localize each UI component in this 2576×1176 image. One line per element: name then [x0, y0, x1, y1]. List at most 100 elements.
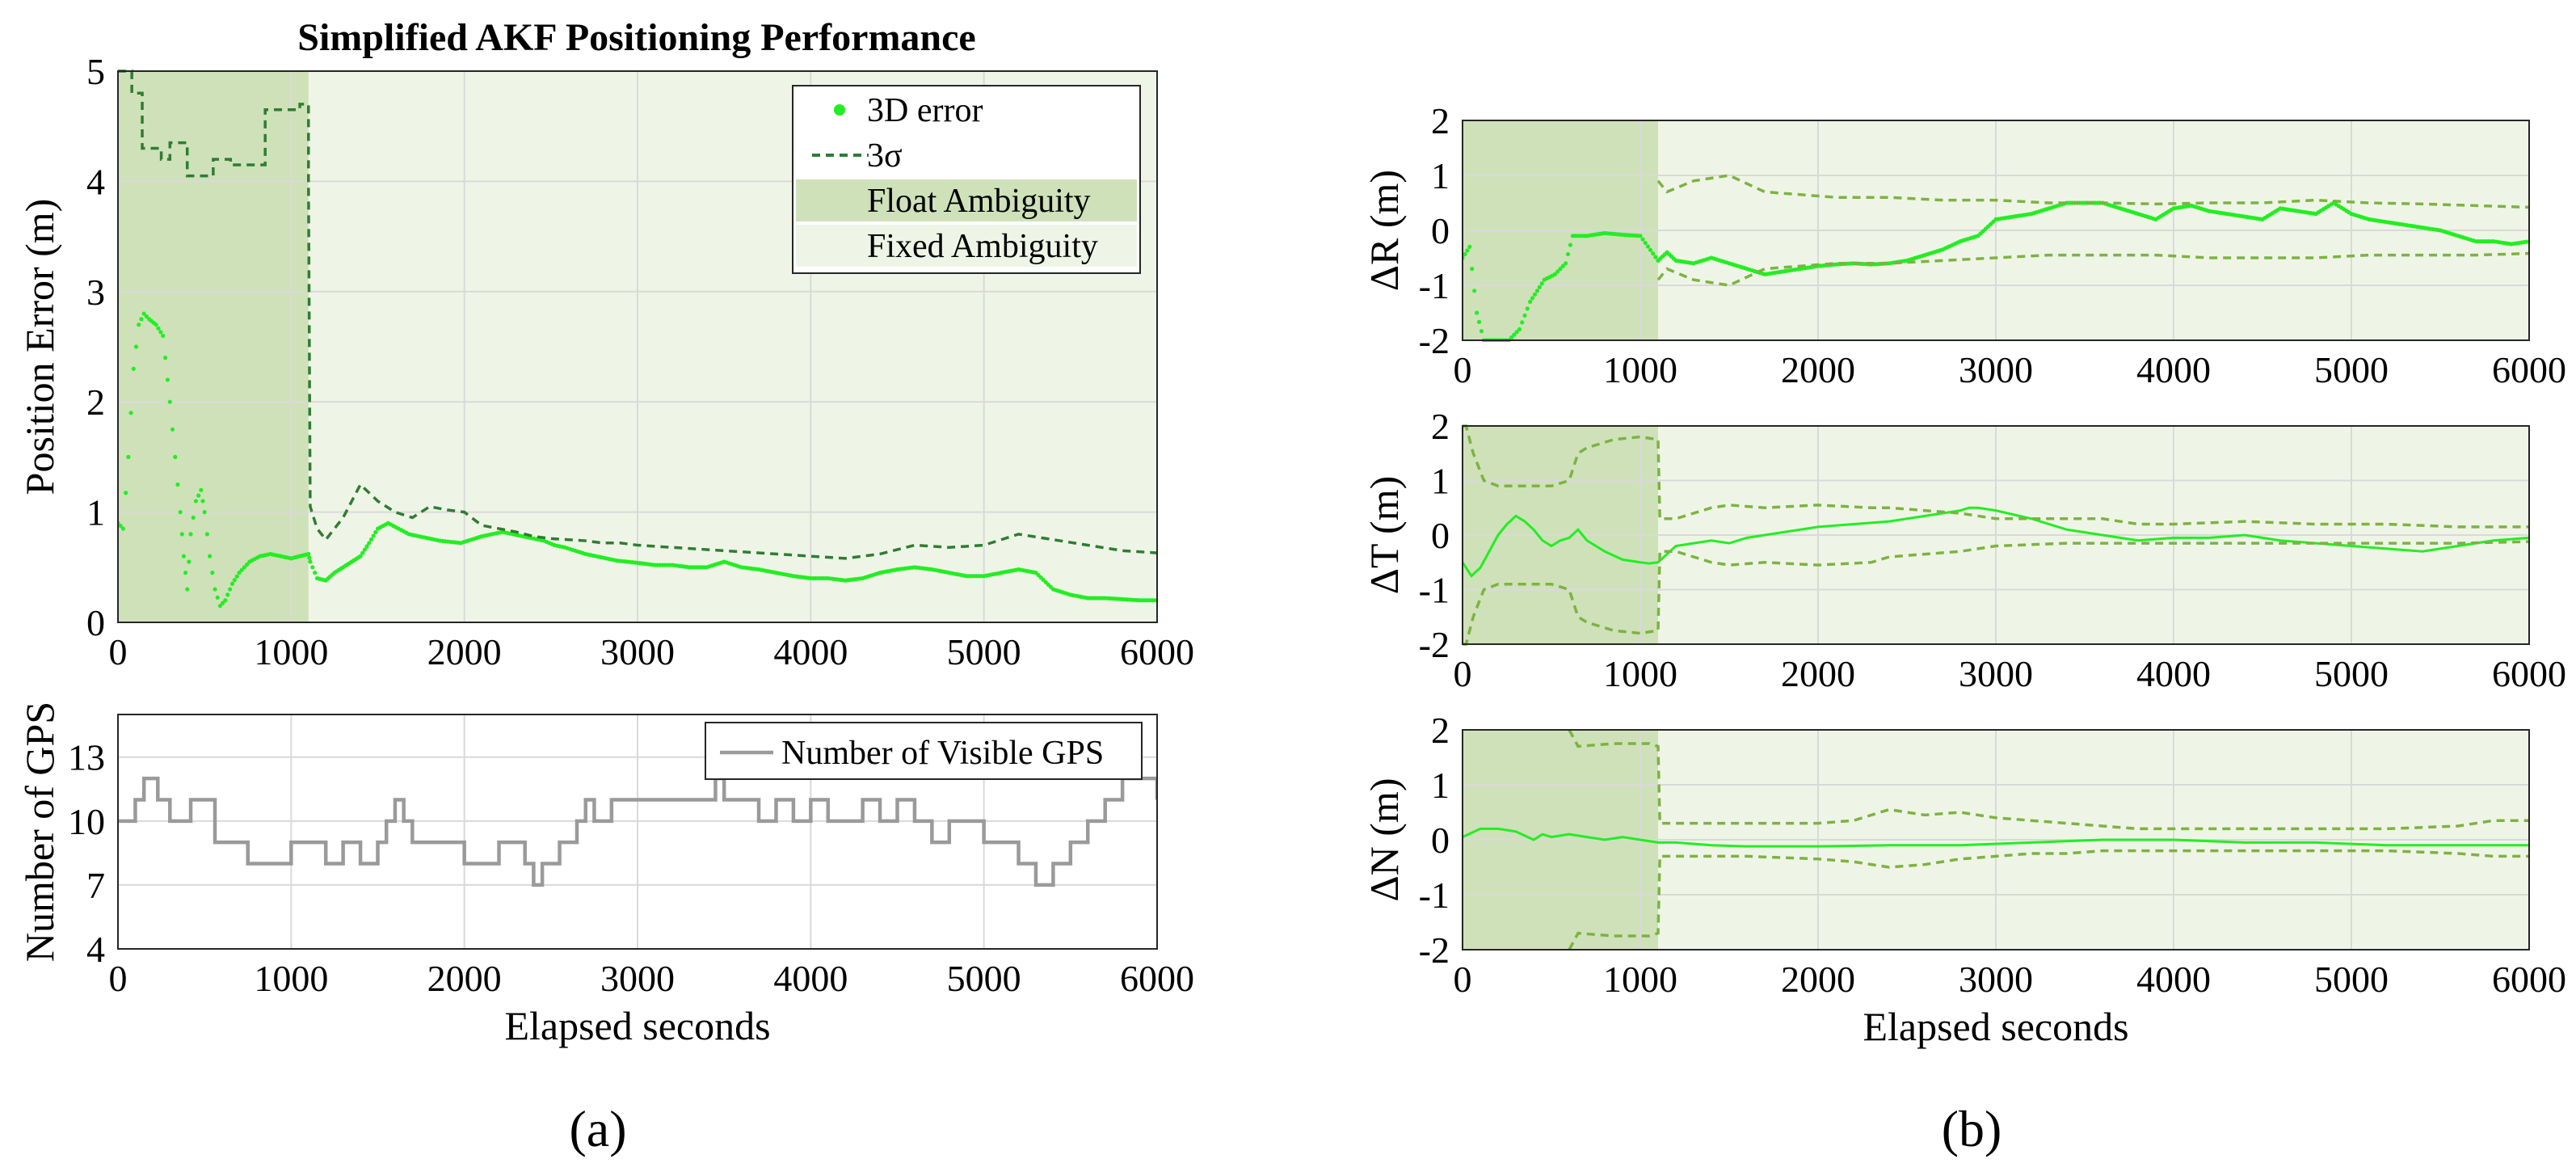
- x-tick-label: 2000: [1781, 349, 1855, 390]
- chart-pos_error: 0 1000 2000 3000 4000 5000 6000 0 1 2 3 4 5 Position …: [17, 51, 1194, 672]
- x-tick-label: 3000: [1959, 653, 2033, 694]
- y-tick-label: 2: [1431, 100, 1450, 141]
- y-tick-label: 0: [1431, 210, 1450, 251]
- data-point: [175, 482, 180, 487]
- x-tick-label: 0: [1454, 653, 1472, 694]
- data-point: [162, 356, 168, 360]
- data-point: [207, 554, 213, 558]
- x-tick-label: 0: [1454, 349, 1472, 390]
- data-point: [1534, 289, 1539, 293]
- data-point: [178, 510, 183, 515]
- data-point: [242, 565, 247, 570]
- y-tick-label: 7: [86, 865, 105, 906]
- data-point: [1552, 272, 1557, 276]
- series-group: [1463, 424, 2529, 646]
- y-tick-label: -2: [1419, 929, 1450, 971]
- series-lower: [1463, 540, 2529, 646]
- y-axis-label: ΔR (m): [1362, 170, 1407, 291]
- data-point: [1470, 267, 1475, 272]
- data-point: [1638, 234, 1643, 238]
- data-point: [161, 333, 166, 338]
- data-point: [1648, 247, 1653, 252]
- x-tick-label: 0: [109, 958, 128, 999]
- data-point: [367, 541, 372, 546]
- series-upper: [1656, 174, 2529, 209]
- data-point: [188, 532, 193, 537]
- axes-box: [117, 714, 1158, 950]
- series-upper: [1568, 729, 2529, 831]
- data-point: [1555, 269, 1560, 274]
- data-point: [199, 487, 204, 492]
- data-point: [196, 493, 201, 498]
- data-point: [223, 598, 228, 603]
- data-point: [239, 567, 244, 572]
- data-point: [185, 587, 190, 592]
- float-ambiguity-region: [118, 71, 309, 622]
- y-tick-label: 13: [68, 737, 105, 778]
- x-tick-label: 0: [109, 631, 128, 672]
- data-point: [202, 510, 207, 515]
- data-point: [2524, 239, 2529, 244]
- data-point: [232, 578, 237, 583]
- series-group: [118, 70, 1157, 609]
- chart-dR: 0 1000 2000 3000 4000 5000 6000 -2 -1 0 1 2 ΔR (m): [1362, 100, 2566, 390]
- x-axis-label: Elapsed seconds: [504, 1003, 770, 1048]
- legend-key-fixed: [796, 225, 1137, 267]
- data-point: [1152, 598, 1157, 603]
- data-point: [210, 571, 215, 575]
- data-point: [1528, 299, 1533, 304]
- y-tick-label: 2: [86, 381, 105, 423]
- data-point: [1645, 244, 1651, 249]
- x-tick-label: 4000: [2136, 349, 2211, 390]
- legend-label: Fixed Ambiguity: [867, 228, 1098, 265]
- x-tick-label: 3000: [1959, 959, 2033, 1000]
- data-point: [1512, 332, 1517, 337]
- data-point: [1651, 251, 1656, 256]
- x-tick-label: 5000: [2314, 653, 2389, 694]
- data-point: [154, 322, 158, 327]
- axes-box: [1462, 425, 2530, 645]
- panel-label-b: (b): [1942, 1100, 2002, 1157]
- data-point: [131, 366, 136, 371]
- data-point: [373, 529, 378, 535]
- y-tick-label: 1: [1431, 765, 1450, 806]
- y-tick-label: -2: [1419, 320, 1450, 361]
- data-point: [133, 344, 139, 349]
- legend-box: [705, 722, 1143, 780]
- legend: 3D error 3σ Float Ambiguity Fixed Ambiguity: [792, 85, 1141, 274]
- data-point: [213, 587, 217, 592]
- chart-dT: 0 1000 2000 3000 4000 5000 6000 -2 -1 0 1 2 ΔT (m): [1362, 406, 2566, 694]
- data-point: [221, 601, 225, 605]
- data-point: [225, 592, 230, 597]
- data-point: [1514, 330, 1519, 335]
- series-group: [1463, 174, 2529, 342]
- data-point: [158, 330, 163, 335]
- data-point: [234, 574, 239, 579]
- data-point: [187, 559, 192, 564]
- y-tick-label: -2: [1419, 624, 1450, 665]
- y-tick-label: -1: [1419, 265, 1450, 306]
- legend-label: 3D error: [867, 92, 983, 129]
- data-point: [237, 571, 242, 575]
- data-point: [139, 317, 144, 322]
- x-tick-label: 4000: [773, 631, 848, 672]
- x-tick-label: 4000: [2136, 959, 2211, 1000]
- legend-key-float: [796, 179, 1137, 221]
- legend-label: 3σ: [867, 137, 903, 175]
- panel-label-a: (a): [569, 1100, 626, 1157]
- data-point: [183, 571, 188, 575]
- x-tick-label: 5000: [2314, 959, 2389, 1000]
- data-point: [1537, 285, 1542, 289]
- data-point: [1564, 261, 1568, 266]
- y-axis-label: Position Error (m): [17, 199, 62, 495]
- data-point: [1558, 267, 1563, 272]
- axes-box: [1462, 120, 2530, 341]
- data-point: [1465, 248, 1470, 253]
- series-3d-error: [118, 311, 1157, 609]
- data-point: [1539, 281, 1544, 286]
- y-tick-label: 1: [1431, 461, 1450, 502]
- data-point: [1568, 242, 1573, 247]
- series-group: [1463, 729, 2529, 950]
